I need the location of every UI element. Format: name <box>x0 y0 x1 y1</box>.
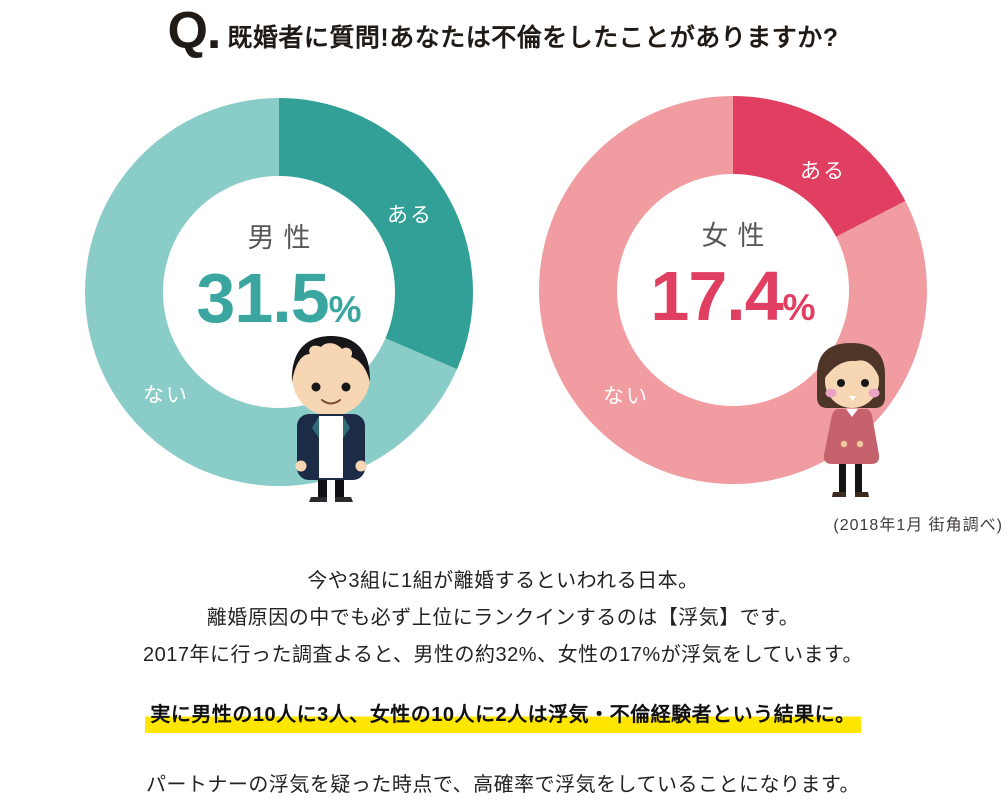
page-title: Q. 既婚者に質問!あなたは不倫をしたことがありますか? <box>0 0 1006 61</box>
male-hand-left <box>295 460 307 472</box>
female-character-illustration <box>817 343 885 497</box>
male-shirt <box>319 416 343 478</box>
male-hair <box>291 336 371 382</box>
female-cheek-left <box>825 388 837 398</box>
female-value-unit: % <box>782 287 816 328</box>
male-value: 31.5% <box>85 263 473 333</box>
body-line-3: 2017年に行った調査よると、男性の約32%、女性の17%が浮気をしています。 <box>142 644 864 666</box>
female-value: 17.4% <box>539 261 927 331</box>
male-lapel-right <box>343 416 350 438</box>
male-mouth <box>321 399 341 405</box>
question-mark-q: Q. <box>167 2 221 61</box>
female-segment-label-no: ない <box>603 385 649 408</box>
male-value-number: 31.5 <box>196 259 329 337</box>
female-value-number: 17.4 <box>650 257 783 335</box>
male-donut-center: 男性 31.5% <box>85 216 473 333</box>
female-button-right <box>856 440 864 448</box>
yellow-marker-text: 実に男性の10人に3人、女性の10人に2人は浮気・不倫経験者という結果に。 <box>145 703 861 733</box>
female-eye-right <box>861 379 869 387</box>
female-shoe-left <box>832 492 846 497</box>
female-leg-right <box>855 464 862 492</box>
body-line-2: 離婚原因の中でも必ず上位にランクインするのは【浮気】です。 <box>206 607 800 629</box>
female-donut-center: 女性 17.4% <box>539 214 927 331</box>
female-dress <box>823 409 880 464</box>
body-final-line: パートナーの浮気を疑った時点で、高確率で浮気をしていることになります。 <box>145 774 861 796</box>
male-hand-right <box>355 460 367 472</box>
female-face <box>825 354 879 408</box>
female-leg-left <box>839 464 846 492</box>
male-shoe-left <box>309 497 327 502</box>
body-line-1: 今や3組に1組が離婚するといわれる日本。 <box>307 570 699 592</box>
female-button-left <box>840 440 848 448</box>
male-label: 男性 <box>247 223 320 253</box>
female-donut-hole <box>617 174 849 406</box>
male-leg-left <box>318 480 327 497</box>
male-character-illustration <box>291 336 371 502</box>
female-donut-chart: 女性 17.4% ある ない <box>539 96 927 497</box>
female-shoe-right <box>855 492 869 497</box>
page-title-text: 既婚者に質問!あなたは不倫をしたことがありますか? <box>227 24 839 52</box>
male-segment-label-no: ない <box>143 384 189 407</box>
female-hair-fringe <box>823 348 880 379</box>
female-segment-label-yes: ある <box>800 160 846 183</box>
female-eye-left <box>837 379 845 387</box>
female-label: 女性 <box>701 221 774 251</box>
male-leg-right <box>335 480 344 497</box>
female-collar <box>846 409 858 417</box>
male-eye-left <box>311 382 321 392</box>
male-lapel-left <box>312 416 319 438</box>
female-mouth <box>849 396 856 401</box>
highlighted-statement: 実に男性の10人に3人、女性の10人に2人は浮気・不倫経験者という結果に。 <box>0 703 1006 733</box>
female-cheek-right <box>868 388 880 398</box>
male-donut-chart: 男性 31.5% ある ない <box>85 98 473 502</box>
male-value-unit: % <box>328 289 362 330</box>
male-shoe-right <box>335 497 353 502</box>
male-face <box>292 338 370 416</box>
male-segment-label-yes: ある <box>387 204 433 227</box>
survey-source-note: (2018年1月 街角調べ) <box>833 517 1003 534</box>
male-eye-right <box>341 382 351 392</box>
